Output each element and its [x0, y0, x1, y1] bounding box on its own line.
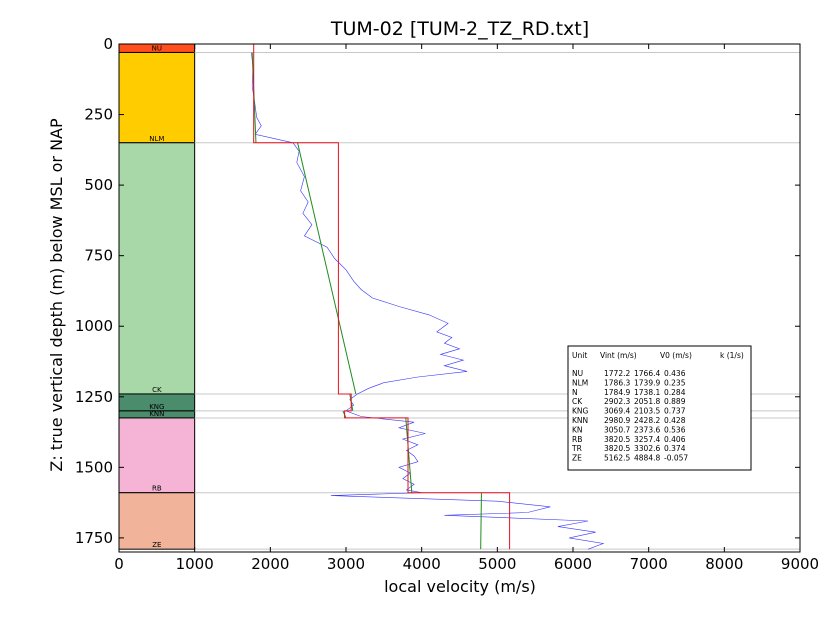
table-header-cell: k (1/s) [720, 351, 744, 360]
chart-title: TUM-02 [TUM-2_TZ_RD.txt] [330, 18, 589, 40]
table-cell: NLM [572, 378, 588, 387]
layer-label: ZE [152, 541, 161, 549]
x-tick-label: 5000 [478, 555, 516, 573]
table-cell: 1739.9 [634, 378, 660, 387]
table-cell: 2103.5 [634, 407, 660, 416]
table-cell: 0.889 [664, 397, 686, 406]
velocity-table-box [567, 345, 752, 471]
table-cell: 2428.2 [634, 416, 660, 425]
table-cell: CK [572, 397, 583, 406]
layer-label: KNG [149, 403, 164, 411]
layer-label: NU [152, 44, 162, 52]
y-tick-label: 1250 [75, 388, 113, 406]
table-cell: 0.374 [664, 444, 686, 453]
table-cell: 5162.5 [604, 454, 630, 463]
y-axis-label: Z: true vertical depth (m) below MSL or … [47, 118, 66, 472]
y-tick-label: 750 [84, 247, 113, 265]
table-cell: KNG [572, 407, 589, 416]
y-tick-label: 250 [84, 106, 113, 124]
x-tick-label: 1000 [176, 555, 214, 573]
layer-label: CK [152, 386, 162, 394]
table-cell: TR [571, 444, 582, 453]
table-cell: 3050.7 [604, 425, 630, 434]
table-cell: 1784.9 [604, 388, 630, 397]
table-cell: 0.737 [664, 407, 686, 416]
table-cell: 0.428 [664, 416, 686, 425]
layer-label: NLM [149, 135, 164, 143]
y-tick-label: 500 [84, 176, 113, 194]
table-cell: 2373.6 [634, 425, 660, 434]
x-axis-label: local velocity (m/s) [384, 577, 536, 596]
plot-frame [118, 43, 801, 553]
y-tick-label: 1000 [75, 317, 113, 335]
table-cell: ZE [572, 454, 582, 463]
x-tick-label: 6000 [554, 555, 592, 573]
table-cell: KNN [572, 416, 588, 425]
table-cell: N [572, 388, 578, 397]
table-cell: 2902.3 [604, 397, 630, 406]
table-cell: 1772.2 [604, 369, 630, 378]
table-cell: 1738.1 [634, 388, 660, 397]
layer-band [118, 51, 196, 144]
series-model-segment [297, 142, 357, 395]
table-cell: NU [572, 369, 583, 378]
x-tick-label: 9000 [781, 555, 819, 573]
table-cell: 1786.3 [604, 378, 630, 387]
y-tick-label: 1500 [75, 458, 113, 476]
table-cell: 3820.5 [604, 444, 630, 453]
x-tick-label: 7000 [630, 555, 668, 573]
table-cell: -0.057 [664, 454, 688, 463]
table-header-cell: Vint (m/s) [600, 351, 637, 360]
y-tick-label: 1750 [75, 529, 113, 547]
table-cell: 4884.8 [634, 454, 660, 463]
x-tick-label: 4000 [403, 555, 441, 573]
table-cell: 2980.9 [604, 416, 630, 425]
table-cell: 0.406 [664, 435, 686, 444]
table-cell: 3069.4 [604, 407, 630, 416]
table-cell: 0.284 [664, 388, 686, 397]
table-cell: 3302.6 [634, 444, 660, 453]
table-cell: 1766.4 [634, 369, 660, 378]
layer-label: KNN [149, 410, 164, 418]
x-tick-label: 0 [114, 555, 124, 573]
x-tick-label: 2000 [251, 555, 289, 573]
table-cell: 2051.8 [634, 397, 660, 406]
table-cell: 3257.4 [634, 435, 660, 444]
series-model-segment [480, 492, 482, 550]
table-cell: KN [572, 425, 583, 434]
table-cell: 0.536 [664, 425, 686, 434]
y-tick-label: 0 [103, 35, 113, 53]
layer-band [118, 492, 196, 550]
x-tick-label: 3000 [327, 555, 365, 573]
x-tick-label: 8000 [705, 555, 743, 573]
layer-band [118, 142, 196, 395]
series-log-velocity [251, 52, 605, 550]
table-header-cell: V0 (m/s) [660, 351, 692, 360]
series-model-segment [405, 417, 413, 493]
table-cell: 0.235 [664, 378, 686, 387]
series-interval-velocity [253, 44, 511, 550]
layer-label: RB [152, 485, 162, 493]
table-cell: RB [572, 435, 582, 444]
layer-band [118, 417, 196, 494]
table-cell: 0.436 [664, 369, 686, 378]
table-header-cell: Unit [572, 351, 587, 360]
table-cell: 3820.5 [604, 435, 630, 444]
